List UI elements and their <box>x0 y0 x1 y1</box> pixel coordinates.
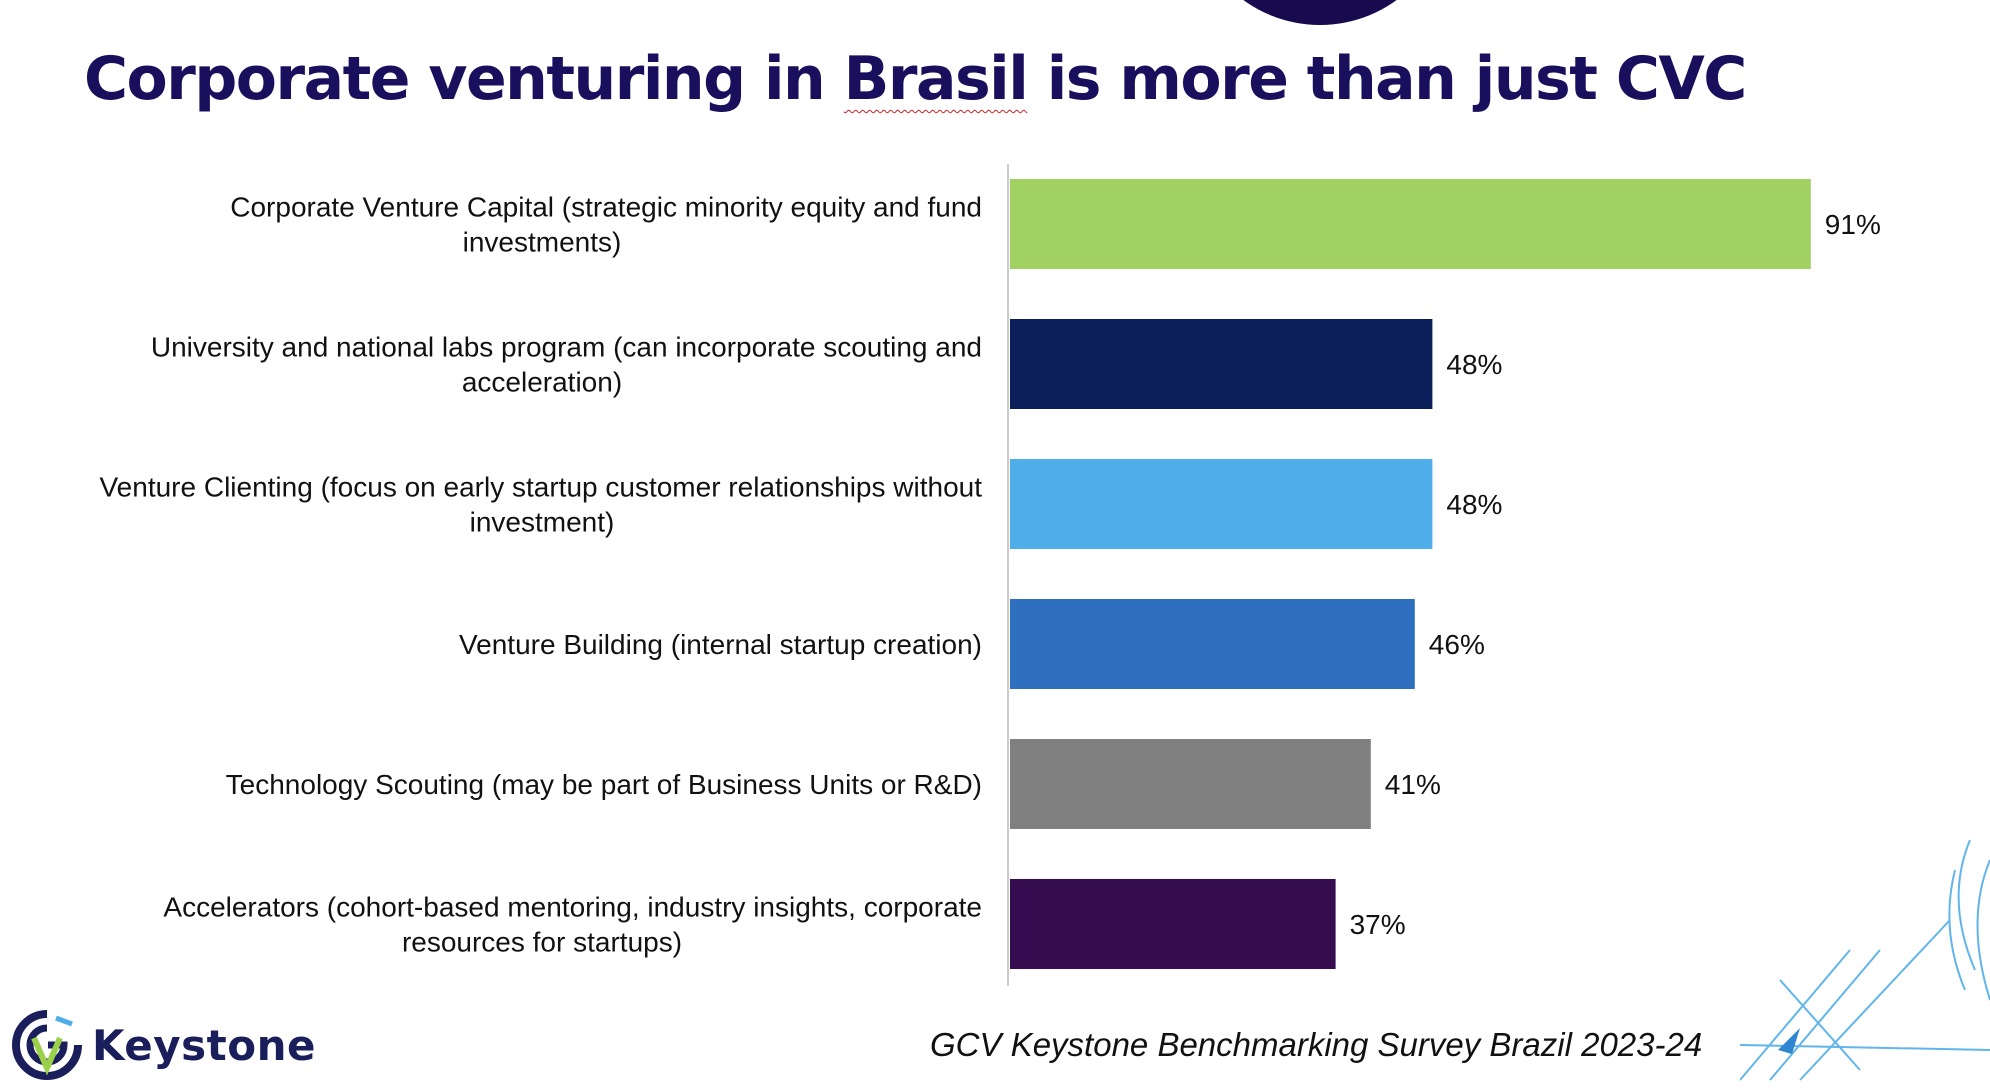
bar-4 <box>1010 739 1371 829</box>
bar-value-label-1: 48% <box>1446 349 1502 380</box>
bar-value-label-2: 48% <box>1446 489 1502 520</box>
category-label-0: Corporate Venture Capital (strategic min… <box>230 192 982 258</box>
page-title: Corporate venturing in Brasil is more th… <box>84 44 1748 114</box>
bar-5 <box>1010 879 1336 969</box>
bar-0 <box>1010 179 1811 269</box>
title-part-2: Brasil <box>843 44 1029 114</box>
category-label-line: University and national labs program (ca… <box>151 332 982 363</box>
category-label-line: acceleration) <box>462 367 622 398</box>
category-label-line: Venture Clienting (focus on early startu… <box>100 472 983 503</box>
bar-value-label-5: 37% <box>1350 909 1406 940</box>
category-label-line: Corporate Venture Capital (strategic min… <box>230 192 982 223</box>
category-label-1: University and national labs program (ca… <box>151 332 982 398</box>
bar-1 <box>1010 319 1433 409</box>
category-label-4: Technology Scouting (may be part of Busi… <box>226 769 982 800</box>
bar-value-label-0: 91% <box>1825 209 1881 240</box>
bars-group: 91% Corporate Venture Capital (strategic … <box>100 179 1881 969</box>
category-label-5: Accelerators (cohort-based mentoring, in… <box>163 892 982 958</box>
category-label-3: Venture Building (internal startup creat… <box>459 629 982 660</box>
bar-chart: 91% Corporate Venture Capital (strategic … <box>100 164 1881 986</box>
bar-2 <box>1010 459 1433 549</box>
category-label-line: resources for startups) <box>402 927 682 958</box>
keystone-logo-text: Keystone <box>92 1020 316 1070</box>
source-caption: GCV Keystone Benchmarking Survey Brazil … <box>930 1026 1703 1063</box>
title-part-3: is more than just CVC <box>1027 44 1748 114</box>
category-label-line: Technology Scouting (may be part of Busi… <box>226 769 982 800</box>
bar-3 <box>1010 599 1415 689</box>
category-label-line: investments) <box>463 227 622 258</box>
title-part-1: Corporate venturing in <box>84 44 844 114</box>
category-label-line: Venture Building (internal startup creat… <box>459 629 982 660</box>
keystone-logo-icon <box>12 1010 82 1080</box>
category-label-2: Venture Clienting (focus on early startu… <box>100 472 983 538</box>
category-label-line: investment) <box>470 507 615 538</box>
category-label-line: Accelerators (cohort-based mentoring, in… <box>163 892 982 923</box>
bar-value-label-4: 41% <box>1385 769 1441 800</box>
decorative-lines <box>1740 840 1990 1081</box>
bar-value-label-3: 46% <box>1429 629 1485 660</box>
keystone-logo: Keystone <box>12 1010 316 1080</box>
